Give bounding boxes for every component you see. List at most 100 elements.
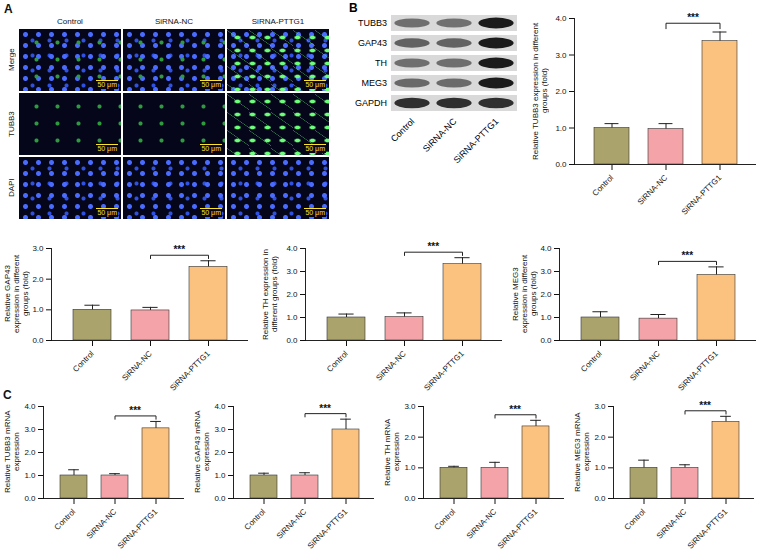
svg-text:3.0: 3.0: [214, 425, 226, 434]
svg-text:SiRNA-NC: SiRNA-NC: [374, 349, 408, 383]
svg-text:SiRNA-NC: SiRNA-NC: [120, 349, 154, 383]
html-text:50 μm: 50 μm: [201, 81, 221, 88]
svg-text:SiRNA-NC: SiRNA-NC: [465, 507, 499, 541]
svg-text:TUBB3: TUBB3: [358, 18, 387, 28]
svg-text:3.0: 3.0: [540, 267, 552, 276]
svg-text:Control: Control: [325, 349, 350, 374]
html-text:50 μm: 50 μm: [97, 81, 117, 88]
svg-text:SiRNA-NC: SiRNA-NC: [655, 507, 689, 541]
svg-text:2.0: 2.0: [404, 433, 416, 442]
svg-text:4.0: 4.0: [555, 14, 567, 23]
svg-text:1.0: 1.0: [594, 463, 606, 472]
svg-text:TH: TH: [375, 58, 387, 68]
svg-text:4.0: 4.0: [24, 402, 36, 411]
html-text:Merge: Merge: [6, 48, 16, 72]
svg-text:GAP43: GAP43: [358, 38, 387, 48]
svg-text:GAPDH: GAPDH: [355, 98, 387, 108]
svg-text:0.0: 0.0: [24, 494, 36, 503]
svg-text:SiRNA-PTTG1: SiRNA-PTTG1: [422, 349, 466, 393]
svg-text:MEG3: MEG3: [361, 78, 387, 88]
svg-text:Control: Control: [53, 507, 78, 532]
html-text:SiRNA-PTTG1: SiRNA-PTTG1: [251, 17, 305, 26]
svg-text:Control: Control: [243, 507, 268, 532]
svg-text:1.0: 1.0: [555, 124, 567, 133]
svg-text:SiRNA-NC: SiRNA-NC: [85, 507, 119, 541]
svg-text:1.0: 1.0: [214, 471, 226, 480]
svg-text:SiRNA-PTTG1: SiRNA-PTTG1: [306, 507, 350, 551]
svg-text:0.0: 0.0: [32, 336, 44, 345]
svg-text:0.0: 0.0: [594, 494, 606, 503]
html-text:Relative MEG3 mRNA expression: Relative MEG3 mRNA expression: [573, 412, 591, 492]
svg-text:***: ***: [319, 403, 331, 414]
html-text:Relative TH expression in diff: Relative TH expression in different grou…: [261, 248, 279, 340]
html-text:TUBB3: TUBB3: [6, 111, 16, 137]
svg-text:***: ***: [681, 250, 693, 261]
svg-text:2.0: 2.0: [540, 290, 552, 299]
svg-text:0.0: 0.0: [540, 336, 552, 345]
svg-text:2.0: 2.0: [24, 448, 36, 457]
svg-text:Control: Control: [623, 507, 648, 532]
svg-text:SiRNA-PTTG1: SiRNA-PTTG1: [496, 507, 540, 551]
svg-text:4.0: 4.0: [286, 244, 298, 253]
svg-text:SiRNA-PTTG1: SiRNA-PTTG1: [686, 507, 730, 551]
svg-text:2.0: 2.0: [214, 448, 226, 457]
html-text:50 μm: 50 μm: [97, 145, 117, 152]
svg-text:Control: Control: [389, 116, 417, 144]
svg-text:0.0: 0.0: [404, 494, 416, 503]
svg-text:1.0: 1.0: [286, 313, 298, 322]
svg-text:SiRNA-PTTG1: SiRNA-PTTG1: [680, 173, 724, 217]
html-text:Relative TH mRNA expression: Relative TH mRNA expression: [383, 418, 401, 486]
svg-text:3.0: 3.0: [24, 425, 36, 434]
svg-text:SiRNA-NC: SiRNA-NC: [421, 116, 459, 154]
svg-text:SiRNA-PTTG1: SiRNA-PTTG1: [168, 349, 212, 393]
html-text:A: A: [4, 2, 13, 16]
svg-text:3.0: 3.0: [594, 402, 606, 411]
svg-text:2.0: 2.0: [286, 290, 298, 299]
svg-text:3.0: 3.0: [404, 402, 416, 411]
html-text:50 μm: 50 μm: [305, 145, 325, 152]
svg-text:B: B: [349, 1, 358, 15]
html-text:SiRNA-NC: SiRNA-NC: [154, 17, 194, 26]
svg-text:1.0: 1.0: [24, 471, 36, 480]
svg-text:***: ***: [129, 405, 141, 416]
svg-text:***: ***: [509, 404, 521, 415]
svg-text:0.0: 0.0: [214, 494, 226, 503]
svg-text:0.0: 0.0: [555, 160, 567, 169]
html-text:Relative GAP43 mRNA expression: Relative GAP43 mRNA expression: [193, 410, 211, 494]
svg-text:2.0: 2.0: [594, 433, 606, 442]
svg-text:2.0: 2.0: [555, 87, 567, 96]
svg-text:***: ***: [699, 400, 711, 411]
svg-text:***: ***: [173, 244, 185, 255]
svg-text:SiRNA-PTTG1: SiRNA-PTTG1: [676, 349, 720, 393]
svg-text:Control: Control: [433, 507, 458, 532]
html-text:Relative TUBB3 mRNA expression: Relative TUBB3 mRNA expression: [3, 410, 21, 494]
html-text:Control: Control: [57, 17, 83, 26]
svg-text:SiRNA-NC: SiRNA-NC: [636, 173, 670, 207]
svg-text:1.0: 1.0: [404, 463, 416, 472]
svg-text:3.0: 3.0: [286, 267, 298, 276]
svg-text:1.0: 1.0: [540, 313, 552, 322]
svg-text:3.0: 3.0: [32, 244, 44, 253]
svg-text:***: ***: [427, 241, 439, 252]
svg-text:2.0: 2.0: [32, 275, 44, 284]
svg-text:Control: Control: [71, 349, 96, 374]
html-text:50 μm: 50 μm: [305, 81, 325, 88]
html-text:Relative GAP43 expression in d: Relative GAP43 expression in different g…: [2, 254, 30, 334]
html-text:Relative TUBB3 expression in d: Relative TUBB3 expression in different g…: [531, 22, 549, 160]
svg-text:3.0: 3.0: [555, 51, 567, 60]
html-text:50 μm: 50 μm: [201, 145, 221, 152]
svg-text:0.0: 0.0: [286, 336, 298, 345]
svg-text:4.0: 4.0: [214, 402, 226, 411]
svg-text:Control: Control: [579, 349, 604, 374]
html-text:C: C: [3, 388, 12, 402]
svg-text:SiRNA-PTTG1: SiRNA-PTTG1: [116, 507, 160, 551]
svg-text:SiRNA-PTTG1: SiRNA-PTTG1: [452, 116, 501, 165]
svg-text:Control: Control: [591, 173, 616, 198]
svg-text:4.0: 4.0: [540, 244, 552, 253]
svg-text:SiRNA-NC: SiRNA-NC: [628, 349, 662, 383]
html-text:DAPI: DAPI: [6, 178, 16, 198]
svg-text:1.0: 1.0: [32, 305, 44, 314]
svg-text:SiRNA-NC: SiRNA-NC: [275, 507, 309, 541]
html-text:Relative MEG3 expression in di: Relative MEG3 expression in different gr…: [510, 254, 538, 334]
svg-text:***: ***: [687, 12, 699, 23]
